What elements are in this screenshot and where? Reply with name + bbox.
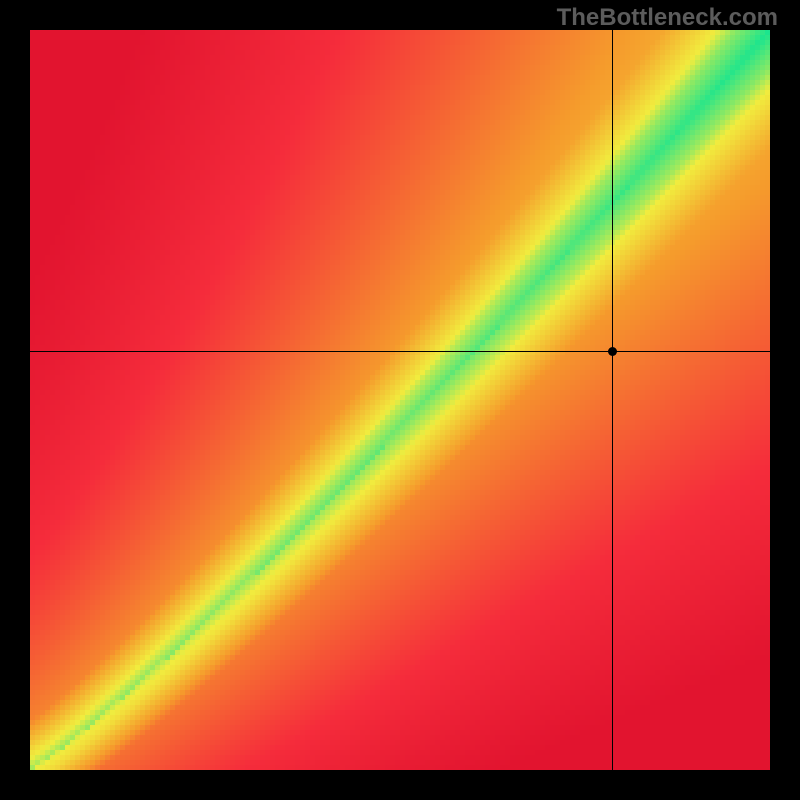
crosshair-horizontal (30, 351, 770, 352)
watermark-text: TheBottleneck.com (557, 4, 778, 32)
crosshair-vertical (612, 30, 613, 770)
chart-root: { "watermark": { "text": "TheBottleneck.… (0, 0, 800, 800)
bottleneck-heatmap (30, 30, 770, 770)
